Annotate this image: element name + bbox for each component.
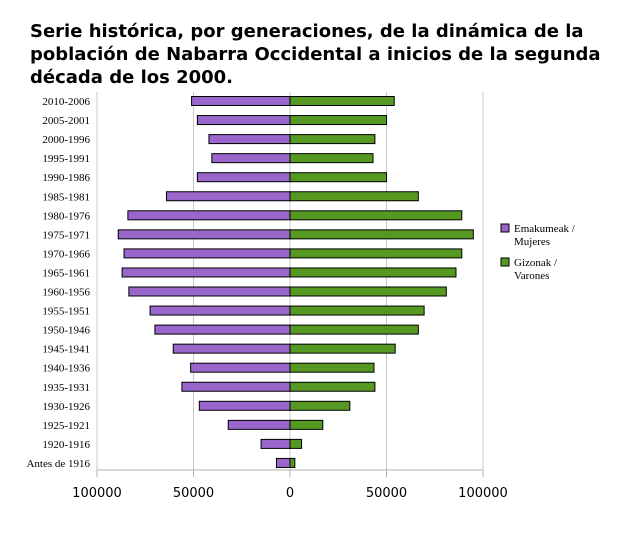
category-label: 1925-1921 [42, 420, 90, 432]
category-label: 1980-1976 [42, 210, 90, 222]
bar-male [289, 400, 351, 411]
category-label: 1935-1931 [42, 382, 90, 394]
bar-male [289, 96, 395, 106]
bar-female [181, 381, 291, 392]
chart-title: Serie histórica, por generaciones, de la… [30, 21, 601, 88]
bar-male [289, 457, 296, 468]
category-label: 1920-1916 [42, 439, 90, 451]
legend-swatch-female [500, 223, 510, 233]
x-tick-label: 50000 [366, 486, 407, 501]
category-label: 1960-1956 [42, 287, 90, 299]
x-tick-label: 100000 [72, 486, 122, 501]
category-labels: 2010-2006 2005-2001 2000-1996 1995-1991 1990… [26, 96, 90, 470]
category-label: 2000-1996 [42, 134, 90, 146]
bar-male [289, 172, 387, 183]
category-label: 1970-1966 [42, 248, 90, 260]
category-label: 1965-1961 [42, 267, 90, 279]
x-tick-label: 0 [286, 486, 294, 501]
x-axis: 100000 50000 0 50000 100000 [72, 469, 508, 501]
category-label: 1985-1981 [42, 191, 90, 203]
bar-female [128, 286, 291, 297]
category-label: 1975-1971 [42, 229, 90, 241]
bar-male [289, 229, 474, 240]
bar-female [275, 457, 291, 468]
x-tick-label: 50000 [173, 486, 214, 501]
bar-male [289, 324, 419, 335]
bar-female [127, 210, 291, 221]
bar-female [196, 115, 291, 126]
bar-male [289, 305, 425, 316]
category-label: 1930-1926 [42, 401, 90, 413]
bar-female [196, 172, 291, 183]
category-label: 1950-1946 [42, 325, 90, 337]
bar-female [154, 324, 291, 335]
x-tick-label: 100000 [458, 486, 508, 501]
bar-female [149, 305, 291, 316]
grid-lines [96, 92, 484, 470]
bar-female [211, 153, 291, 164]
legend: Emakumeak /Mujeres Gizonak /Varones [500, 223, 576, 282]
bar-male [289, 134, 376, 145]
legend-label-female: Emakumeak / [514, 223, 576, 235]
bar-female [123, 248, 291, 259]
category-label: 1955-1951 [42, 306, 90, 318]
bar-male [289, 381, 376, 392]
category-label: 1990-1986 [42, 172, 90, 184]
bars [117, 96, 474, 468]
bar-female [165, 191, 291, 202]
category-label: Antes de 1916 [26, 458, 90, 470]
bar-male [289, 362, 375, 373]
bar-male [289, 191, 419, 202]
bar-female [191, 96, 291, 106]
legend-swatch-male [500, 257, 510, 267]
legend-label-male: Varones [514, 270, 549, 282]
bar-male [289, 419, 324, 430]
bar-male [289, 267, 457, 278]
bar-male [289, 153, 374, 164]
bar-male [289, 115, 387, 126]
bar-female [117, 229, 291, 240]
category-label: 2005-2001 [42, 115, 90, 127]
bar-male [289, 286, 447, 297]
bar-male [289, 438, 303, 449]
category-label: 1945-1941 [42, 344, 90, 356]
bar-female [198, 400, 291, 411]
category-label: 1940-1936 [42, 363, 90, 375]
bar-female [172, 343, 291, 354]
bar-female [227, 419, 291, 430]
bar-female [121, 267, 291, 278]
bar-female [190, 362, 291, 373]
legend-label-male: Gizonak / [514, 257, 558, 269]
bar-male [289, 343, 396, 354]
category-label: 1995-1991 [42, 153, 90, 165]
bar-female [260, 438, 291, 449]
bar-male [289, 248, 463, 259]
bar-male [289, 210, 463, 221]
bar-female [208, 134, 291, 145]
legend-label-female: Mujeres [514, 236, 550, 248]
category-label: 2010-2006 [42, 96, 90, 108]
